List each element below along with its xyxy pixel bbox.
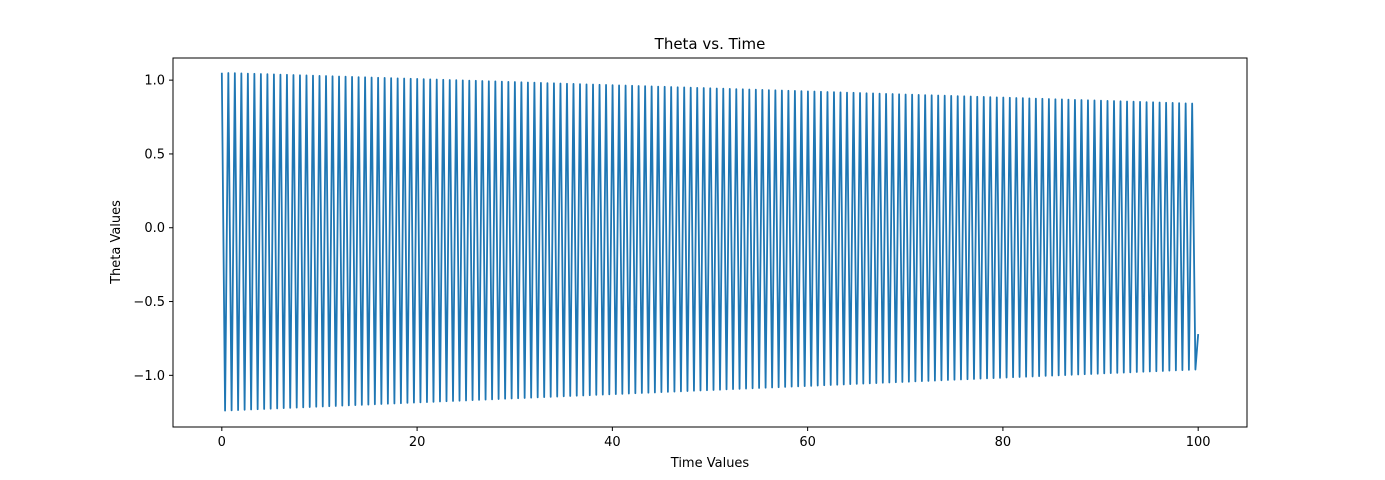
y-tick-label: −1.0 bbox=[133, 369, 165, 384]
chart-title: Theta vs. Time bbox=[654, 35, 766, 53]
y-axis-label: Theta Values bbox=[109, 200, 124, 285]
x-axis-ticks: 0 20 40 60 80 100 bbox=[218, 427, 1211, 450]
y-tick-label: 0.5 bbox=[144, 147, 165, 162]
y-axis-ticks: −1.0 −0.5 0.0 0.5 1.0 bbox=[133, 74, 173, 384]
y-tick-label: −0.5 bbox=[133, 295, 165, 310]
x-tick-label: 20 bbox=[409, 435, 426, 450]
plot-frame bbox=[172, 57, 1248, 428]
y-tick-label: 1.0 bbox=[144, 74, 165, 89]
x-tick-label: 60 bbox=[799, 435, 816, 450]
x-axis-label: Time Values bbox=[670, 456, 750, 471]
x-tick-label: 100 bbox=[1186, 435, 1211, 450]
series-layer bbox=[220, 72, 1200, 412]
y-tick-label: 0.0 bbox=[144, 221, 165, 236]
x-tick-label: 0 bbox=[218, 435, 226, 450]
series-line bbox=[220, 72, 1200, 412]
x-tick-label: 40 bbox=[604, 435, 621, 450]
x-tick-label: 80 bbox=[995, 435, 1012, 450]
plot-area bbox=[172, 57, 1248, 428]
